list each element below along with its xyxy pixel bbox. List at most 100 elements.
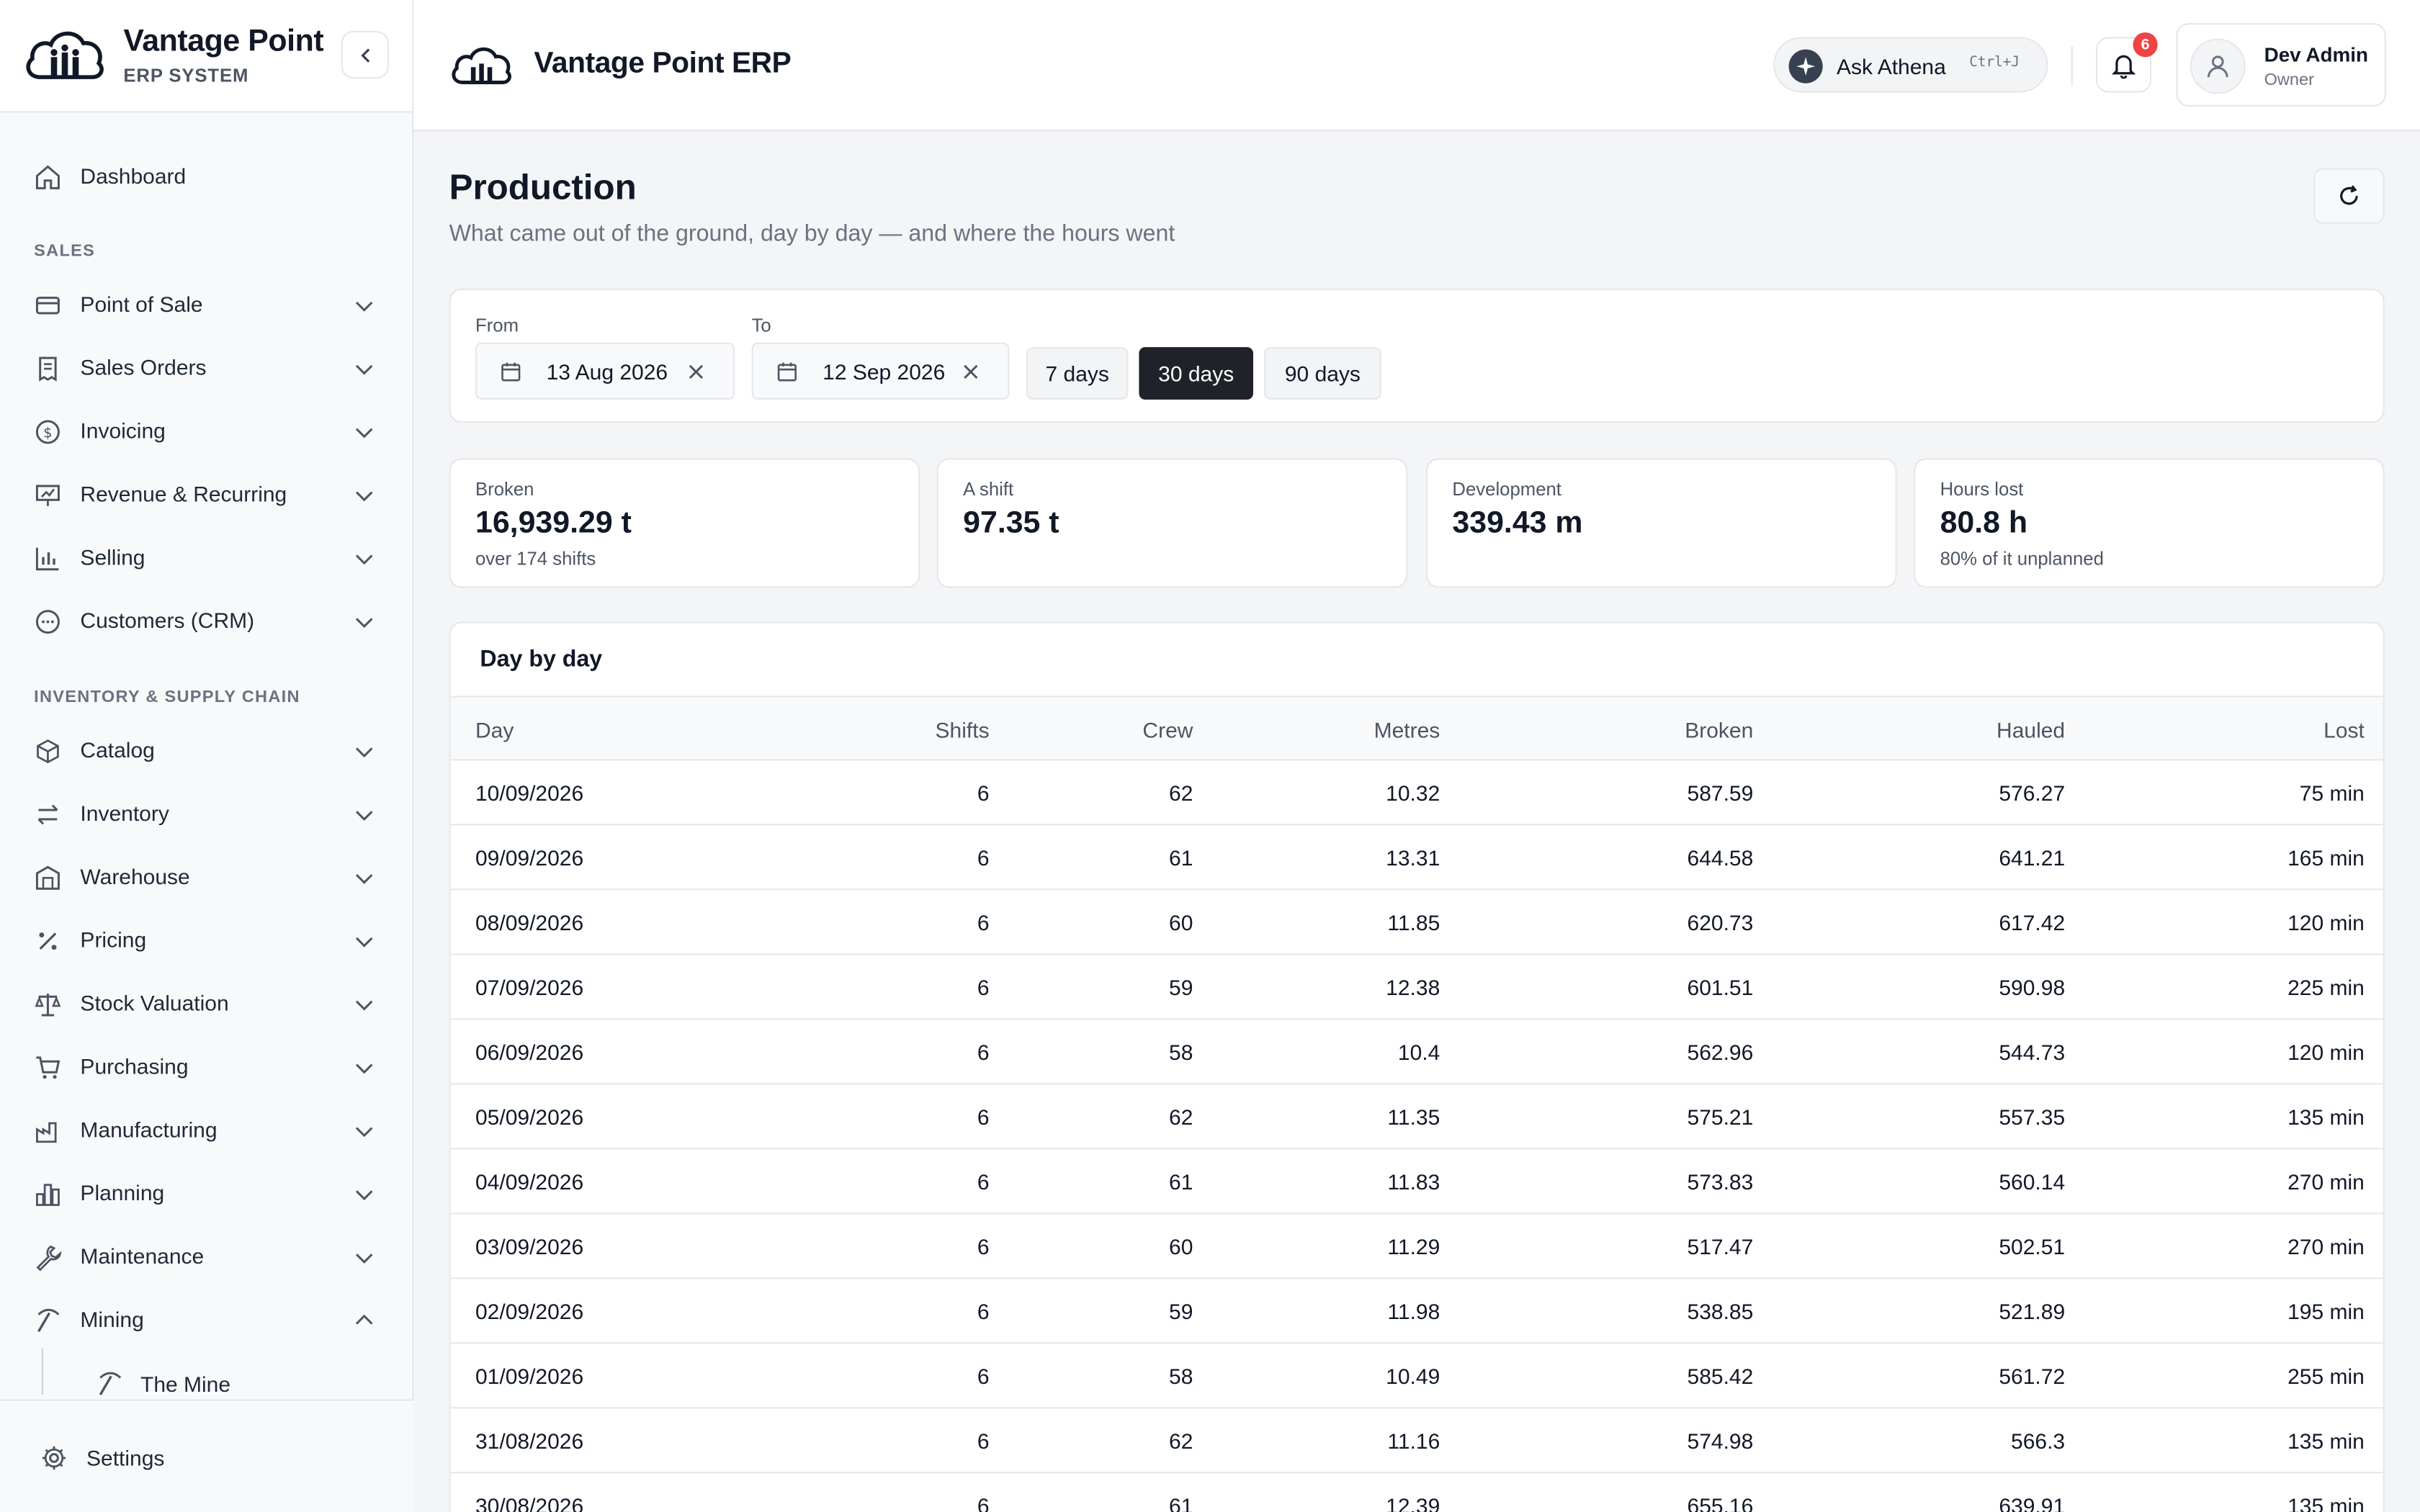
sidebar-subitem-the-mine[interactable]: The Mine	[0, 1348, 413, 1407]
chevron-down-icon	[355, 1190, 373, 1201]
kpi-label: A shift	[963, 478, 1014, 500]
sidebar-item-label: Selling	[80, 544, 145, 570]
user-role: Owner	[2264, 71, 2315, 90]
column-header-hauled[interactable]: Hauled	[1996, 717, 2066, 742]
chevron-down-icon	[355, 364, 373, 375]
top-header: Vantage Point ERP Ask Athena Ctrl+J 6 De…	[413, 0, 2420, 132]
cell-lost: 255 min	[2287, 1364, 2365, 1389]
clear-from-icon[interactable]	[687, 363, 706, 382]
cell-crew: 62	[1169, 780, 1193, 806]
range-7-days-button[interactable]: 7 days	[1026, 347, 1129, 400]
cell-lost: 135 min	[2287, 1428, 2365, 1454]
column-header-crew[interactable]: Crew	[1142, 717, 1193, 742]
column-header-lost[interactable]: Lost	[2323, 717, 2365, 742]
cell-broken: 585.42	[1687, 1364, 1754, 1389]
cell-crew: 61	[1169, 1493, 1193, 1512]
sidebar-item-dashboard[interactable]: Dashboard	[0, 150, 413, 205]
cell-metres: 11.85	[1387, 910, 1440, 935]
receipt-icon	[39, 356, 57, 382]
app-title: Vantage Point ERP	[534, 48, 792, 81]
kpi-label: Development	[1452, 478, 1561, 500]
cell-day: 09/09/2026	[475, 845, 584, 870]
ask-athena-button[interactable]: Ask Athena Ctrl+J	[1773, 37, 2048, 93]
cell-hauled: 639.91	[1999, 1493, 2066, 1512]
sidebar-item-label: Mining	[80, 1307, 144, 1332]
sidebar-item-customers-crm[interactable]: Customers (CRM)	[0, 594, 413, 649]
sidebar-item-mining[interactable]: Mining	[0, 1293, 413, 1349]
sidebar-item-point-of-sale[interactable]: Point of Sale	[0, 278, 413, 333]
table-row[interactable]: 10/09/2026 6 62 10.32 587.59 576.27 75 min	[450, 760, 2383, 826]
table-row[interactable]: 01/09/2026 6 58 10.49 585.42 561.72 255 min	[450, 1344, 2383, 1409]
table-row[interactable]: 02/09/2026 6 59 11.98 538.85 521.89 195 min	[450, 1279, 2383, 1344]
warehouse-icon	[35, 865, 60, 890]
table-row[interactable]: 07/09/2026 6 59 12.38 601.51 590.98 225 min	[450, 955, 2383, 1020]
range-30-days-button[interactable]: 30 days	[1139, 347, 1253, 400]
sidebar-item-label: Point of Sale	[80, 292, 203, 317]
user-menu-button[interactable]: Dev Admin Owner	[2176, 23, 2386, 107]
sidebar-item-maintenance[interactable]: Maintenance	[0, 1230, 413, 1285]
cube-icon	[37, 739, 59, 764]
cell-metres: 11.35	[1387, 1104, 1440, 1130]
cell-broken: 575.21	[1687, 1104, 1754, 1130]
table-row[interactable]: 09/09/2026 6 61 13.31 644.58 641.21 165 min	[450, 825, 2383, 891]
sidebar-item-purchasing[interactable]: Purchasing	[0, 1040, 413, 1095]
sidebar-item-sales-orders[interactable]: Sales Orders	[0, 341, 413, 397]
refresh-button[interactable]	[2313, 168, 2385, 224]
sidebar-item-invoicing[interactable]: $ Invoicing	[0, 404, 413, 459]
sidebar-item-selling[interactable]: Selling	[0, 531, 413, 586]
column-header-metres[interactable]: Metres	[1373, 717, 1440, 742]
sidebar-item-settings[interactable]: Settings	[0, 1432, 413, 1485]
table-row[interactable]: 04/09/2026 6 61 11.83 573.83 560.14 270 min	[450, 1149, 2383, 1215]
notification-count-badge: 6	[2133, 32, 2158, 58]
sidebar-item-inventory[interactable]: Inventory	[0, 787, 413, 842]
sidebar-item-label: Customers (CRM)	[80, 608, 255, 633]
chevron-down-icon	[355, 1000, 373, 1011]
sidebar-item-label: Warehouse	[80, 864, 190, 889]
sidebar-item-warehouse[interactable]: Warehouse	[0, 850, 413, 906]
table-row[interactable]: 05/09/2026 6 62 11.35 575.21 557.35 135 min	[450, 1084, 2383, 1150]
sidebar-item-catalog[interactable]: Catalog	[0, 724, 413, 779]
shopping-cart-icon	[36, 1056, 60, 1079]
kpi-card-broken: Broken 16,939.29 t over 174 shifts	[449, 458, 920, 588]
table-row[interactable]: 31/08/2026 6 62 11.16 574.98 566.3 135 min	[450, 1408, 2383, 1474]
date-filter-card: From 13 Aug 2026 To 12 Sep 2026 7 days 3…	[449, 288, 2385, 423]
table-row[interactable]: 03/09/2026 6 60 11.29 517.47 502.51 270 min	[450, 1214, 2383, 1279]
user-icon	[2207, 55, 2228, 78]
from-date-value: 13 Aug 2026	[546, 359, 668, 384]
column-header-broken[interactable]: Broken	[1685, 717, 1754, 742]
table-row[interactable]: 30/08/2026 6 61 12.39 655.16 639.91 135 min	[450, 1473, 2383, 1512]
sidebar-item-stock-valuation[interactable]: Stock Valuation	[0, 976, 413, 1032]
sidebar-item-revenue-recurring[interactable]: Revenue & Recurring	[0, 467, 413, 523]
cell-day: 03/09/2026	[475, 1234, 584, 1259]
cell-shifts: 6	[977, 1364, 990, 1389]
clear-to-icon[interactable]	[962, 363, 980, 382]
chevron-down-icon	[355, 1254, 373, 1264]
cell-lost: 270 min	[2287, 1169, 2365, 1194]
sidebar-item-label: Revenue & Recurring	[80, 481, 287, 506]
cell-crew: 59	[1169, 1299, 1193, 1324]
refresh-icon	[2340, 185, 2358, 205]
notifications-button[interactable]	[2096, 37, 2152, 93]
sidebar-item-label: Invoicing	[80, 418, 166, 443]
range-90-days-button[interactable]: 90 days	[1264, 347, 1381, 400]
cell-shifts: 6	[977, 780, 990, 806]
table-row[interactable]: 06/09/2026 6 58 10.4 562.96 544.73 120 min	[450, 1020, 2383, 1085]
header-divider	[2071, 46, 2073, 86]
cell-metres: 10.4	[1397, 1040, 1440, 1065]
collapse-sidebar-button[interactable]	[341, 30, 389, 79]
sidebar-item-label: Dashboard	[80, 163, 187, 189]
cell-hauled: 590.98	[1999, 975, 2066, 1000]
to-date-input[interactable]: 12 Sep 2026	[751, 342, 1010, 400]
cell-broken: 574.98	[1687, 1428, 1754, 1454]
table-row[interactable]: 08/09/2026 6 60 11.85 620.73 617.42 120 min	[450, 890, 2383, 955]
cell-day: 05/09/2026	[475, 1104, 584, 1130]
sidebar-item-manufacturing[interactable]: Manufacturing	[0, 1103, 413, 1158]
from-date-input[interactable]: 13 Aug 2026	[475, 342, 735, 400]
gear-icon	[42, 1446, 66, 1470]
chevron-down-icon	[355, 301, 373, 312]
sidebar-item-pricing[interactable]: Pricing	[0, 914, 413, 969]
column-header-day[interactable]: Day	[475, 717, 514, 742]
cell-shifts: 6	[977, 845, 990, 870]
sidebar-item-planning[interactable]: Planning	[0, 1166, 413, 1222]
column-header-shifts[interactable]: Shifts	[935, 717, 990, 742]
